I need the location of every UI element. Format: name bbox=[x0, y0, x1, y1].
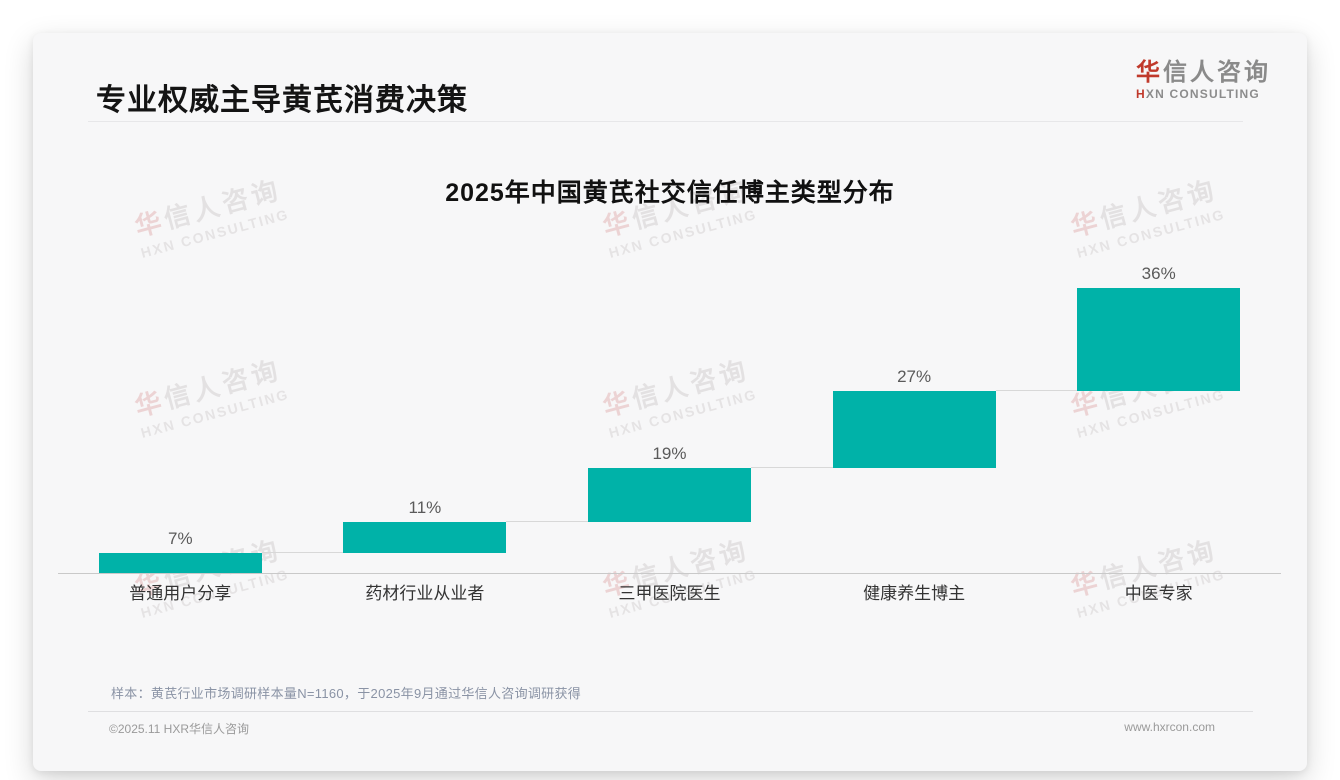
category-label: 普通用户分享 bbox=[129, 584, 232, 603]
title-divider bbox=[88, 121, 1243, 122]
step-connector bbox=[261, 552, 344, 554]
waterfall-bar bbox=[98, 553, 262, 573]
page-title: 专业权威主导黄芪消费决策 bbox=[96, 84, 468, 117]
step-connector bbox=[506, 520, 588, 522]
waterfall-bar bbox=[588, 467, 751, 522]
logo-en-text: HXN CONSULTING bbox=[1136, 87, 1271, 102]
bar-value-label: 7% bbox=[168, 529, 193, 549]
logo-cn-rest: 信人咨询 bbox=[1163, 59, 1271, 86]
logo-en-rest: XN CONSULTING bbox=[1145, 87, 1260, 101]
bar-value-label: 11% bbox=[408, 497, 442, 517]
sample-note: 样本：黄芪行业市场调研样本量N=1160，于2025年9月通过华信人咨询调研获得 bbox=[111, 686, 582, 701]
bar-value-label: 19% bbox=[652, 443, 687, 463]
category-label: 中医专家 bbox=[1124, 584, 1193, 603]
logo-cn-accent: 华 bbox=[1136, 59, 1163, 86]
step-connector bbox=[995, 389, 1078, 391]
chart-title: 2025年中国黄芪社交信任博主类型分布 bbox=[445, 179, 895, 207]
bar-value-label: 36% bbox=[1141, 264, 1176, 283]
waterfall-bar bbox=[832, 390, 996, 468]
bar-value-label: 27% bbox=[897, 366, 932, 386]
footer-divider bbox=[88, 711, 1253, 712]
category-label: 三甲医院医生 bbox=[618, 584, 721, 603]
waterfall-bar bbox=[343, 521, 507, 554]
category-label: 药材行业从业者 bbox=[365, 584, 485, 603]
x-axis-line bbox=[58, 573, 1281, 574]
company-logo: 华信人咨询 HXN CONSULTING bbox=[1136, 59, 1271, 102]
website-url: www.hxrcon.com bbox=[1124, 720, 1215, 734]
waterfall-chart: 7% 普通用户分享 11% 药材行业从业者 19% 三甲医院医生 27% 健康养生博主 36% 中… bbox=[58, 265, 1281, 603]
logo-en-accent: H bbox=[1136, 87, 1146, 101]
step-connector bbox=[751, 466, 833, 468]
logo-cn-text: 华信人咨询 bbox=[1136, 59, 1271, 87]
category-label: 健康养生博主 bbox=[863, 584, 966, 603]
copyright-text: ©2025.11 HXR华信人咨询 bbox=[109, 722, 249, 736]
waterfall-bar bbox=[1077, 288, 1241, 391]
report-slide-card: 华信人咨询 HXN CONSULTING 华信人咨询 HXN CONSULTING 华信… bbox=[33, 33, 1307, 771]
